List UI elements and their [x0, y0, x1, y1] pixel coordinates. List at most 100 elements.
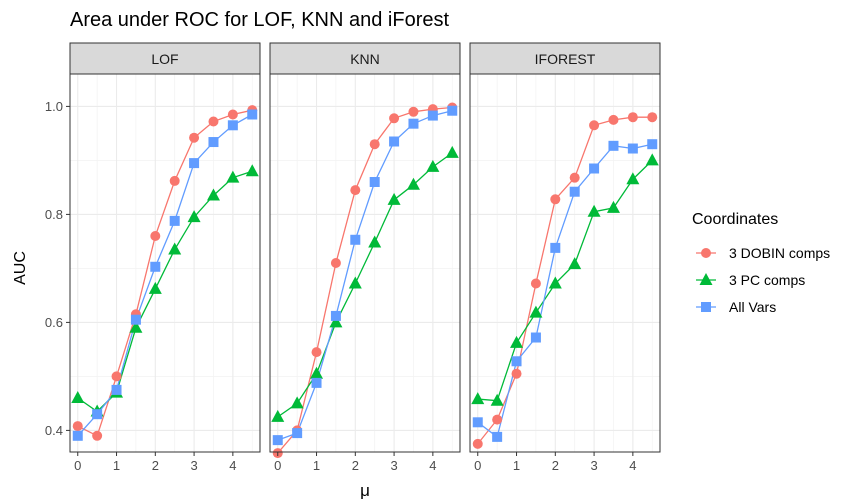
data-point [608, 114, 619, 125]
data-point [348, 276, 362, 289]
data-point [530, 332, 541, 343]
data-point [471, 392, 485, 405]
facet-panel-iforest: IFOREST 0 1 2 3 4 [469, 42, 661, 473]
x-tick-label: 1 [113, 458, 120, 473]
legend-key-marker [701, 248, 711, 258]
data-point [627, 143, 638, 154]
series-line [277, 110, 453, 441]
legend-entry-label: 3 PC comps [729, 272, 805, 288]
legend-entry: 3 DOBIN comps [696, 245, 830, 261]
panel-border [469, 73, 661, 453]
x-tick-label: 4 [629, 458, 636, 473]
chart-title: Area under ROC for LOF, KNN and iForest [70, 9, 449, 31]
data-point [406, 177, 420, 190]
data-point [330, 310, 341, 321]
data-point [510, 335, 524, 348]
data-point [389, 113, 400, 124]
data-point [472, 438, 483, 449]
data-point [647, 139, 658, 150]
data-point [427, 110, 438, 121]
data-point [226, 170, 240, 183]
facet-strip [469, 42, 661, 75]
data-point [187, 210, 201, 223]
series-line [477, 143, 653, 438]
x-tick-label: 1 [513, 458, 520, 473]
data-point [587, 204, 601, 217]
data-point [329, 315, 343, 328]
data-point [626, 172, 640, 185]
data-point [490, 393, 504, 406]
data-point [606, 200, 620, 213]
facet-strip-label: LOF [151, 51, 178, 67]
data-point [150, 261, 161, 272]
data-point [72, 421, 83, 432]
data-point [92, 430, 103, 441]
series-line [277, 106, 453, 454]
data-point [492, 431, 503, 442]
data-point [111, 384, 122, 395]
facet-strip [269, 42, 461, 75]
data-point [548, 276, 562, 289]
data-point [472, 417, 483, 428]
data-point [389, 136, 400, 147]
data-point [408, 106, 419, 117]
y-axis-label: AUC [12, 251, 29, 285]
x-tick-label: 4 [229, 458, 236, 473]
data-point [426, 159, 440, 172]
data-point [130, 314, 141, 325]
data-point [129, 320, 143, 333]
data-point [369, 177, 380, 187]
legend-entry: All Vars [696, 299, 776, 315]
series-line [77, 109, 253, 437]
series-line [77, 113, 253, 437]
data-point [511, 368, 522, 379]
legend-key-marker [699, 273, 713, 285]
data-point [330, 258, 341, 268]
data-point [369, 139, 380, 150]
data-point [350, 234, 361, 245]
x-tick-label: 0 [474, 458, 481, 473]
data-point [311, 377, 322, 388]
data-point [208, 137, 219, 148]
facet-panels: LOF 0 1 2 3 4 0.4 0.6 0.8 1.0 KNN 0 1 2 3 4 IFOREST 0 1 2 3 4 [45, 42, 661, 473]
data-point [492, 414, 503, 425]
x-tick-label: 2 [552, 458, 559, 473]
data-point [447, 105, 458, 116]
data-point [208, 116, 219, 127]
data-point [71, 391, 85, 403]
y-tick-label: 0.8 [45, 207, 63, 222]
series-line [477, 116, 653, 445]
x-tick-label: 2 [352, 458, 359, 473]
data-point [169, 215, 180, 226]
data-point [150, 231, 161, 241]
legend-entry: 3 PC comps [696, 272, 805, 288]
series-line [277, 152, 453, 418]
data-point [311, 347, 322, 358]
series-line [477, 159, 653, 402]
data-point [608, 140, 619, 151]
data-point [168, 242, 182, 255]
data-point [206, 188, 220, 201]
data-point [72, 430, 83, 441]
panel-border [269, 73, 461, 453]
data-point [189, 132, 200, 143]
data-point [111, 371, 122, 382]
legend-entry-label: All Vars [729, 299, 776, 315]
data-point [550, 194, 561, 205]
data-point [569, 172, 580, 183]
data-point [292, 428, 303, 439]
data-point [247, 109, 258, 120]
data-point [310, 366, 324, 379]
x-tick-label: 3 [590, 458, 597, 473]
data-point [589, 120, 600, 131]
data-point [92, 409, 103, 420]
data-point [645, 153, 659, 166]
data-point [529, 305, 543, 318]
data-point [227, 109, 238, 120]
y-tick-label: 1.0 [45, 99, 63, 114]
data-point [290, 396, 304, 409]
data-point [387, 192, 401, 205]
x-axis-label: μ [360, 481, 370, 500]
panel-border [69, 73, 261, 453]
